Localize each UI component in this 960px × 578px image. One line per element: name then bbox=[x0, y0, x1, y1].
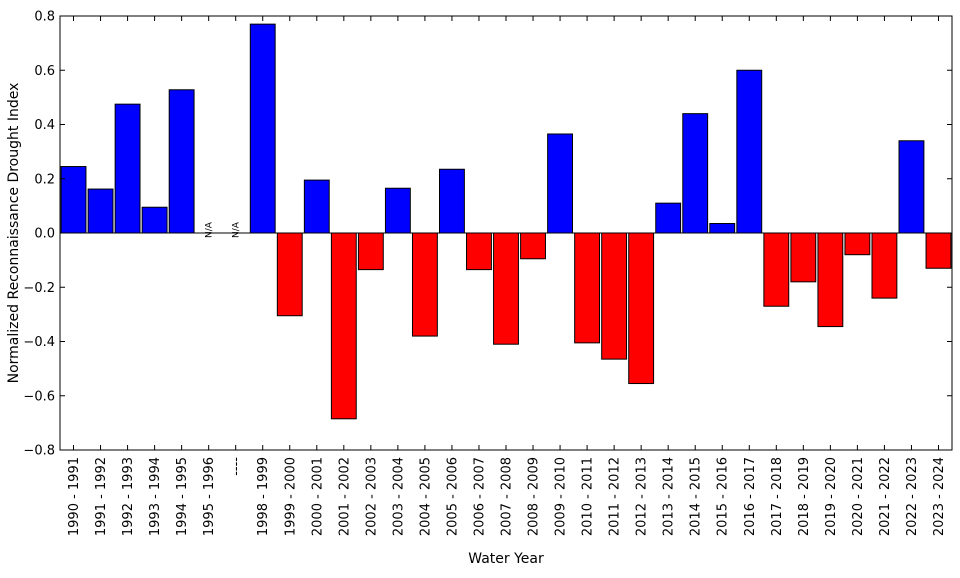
x-tick-label: 2015 - 2016 bbox=[716, 457, 731, 536]
missing-value-labels: N/A N/A bbox=[205, 221, 242, 238]
x-tick-label: 1990 - 1991 bbox=[67, 457, 82, 536]
x-tick-label: 2004 - 2005 bbox=[418, 457, 433, 536]
bar bbox=[303, 179, 330, 234]
bar bbox=[709, 223, 736, 234]
x-tick-label: 2020 - 2021 bbox=[851, 457, 866, 536]
x-tick-label: 1995 - 1996 bbox=[202, 457, 217, 536]
x-tick-label: 2016 - 2017 bbox=[743, 457, 758, 536]
bar bbox=[276, 232, 303, 317]
x-tick-label: 2002 - 2003 bbox=[364, 457, 379, 536]
bar bbox=[925, 232, 952, 269]
bar bbox=[141, 206, 168, 234]
bar bbox=[574, 232, 601, 344]
bar bbox=[249, 23, 276, 234]
x-tick-label: 2009 - 2010 bbox=[554, 457, 569, 536]
y-tick-label: 0.4 bbox=[34, 118, 55, 133]
x-tick-label: 2019 - 2020 bbox=[824, 457, 839, 536]
y-axis-ticks: −0.8 −0.6 −0.4 −0.2 0.0 0.2 0.4 0.6 0.8 bbox=[23, 10, 952, 459]
x-tick-label: 1991 - 1992 bbox=[94, 457, 109, 536]
bar bbox=[466, 232, 492, 271]
x-tick-label: 2021 - 2022 bbox=[878, 457, 893, 536]
plot-frame bbox=[59, 15, 953, 451]
bar bbox=[520, 232, 546, 260]
x-tick-label: ---- bbox=[229, 457, 244, 476]
bar bbox=[871, 232, 898, 299]
bar bbox=[330, 232, 357, 420]
bar bbox=[790, 232, 817, 283]
x-tick-label: 2022 - 2023 bbox=[905, 457, 920, 536]
x-tick-label: 1999 - 2000 bbox=[283, 457, 298, 536]
missing-value-label: N/A bbox=[232, 221, 242, 238]
bar bbox=[601, 232, 628, 360]
x-axis-title: Water Year bbox=[468, 551, 544, 567]
y-tick-label: −0.2 bbox=[23, 281, 55, 296]
y-tick-label: 0.8 bbox=[34, 10, 55, 25]
bar bbox=[168, 89, 195, 234]
x-axis-ticks: 1990 - 1991 1991 - 1992 1992 - 1993 1993 - … bbox=[67, 16, 947, 536]
x-tick-label: 2023 - 2024 bbox=[932, 457, 947, 536]
bar bbox=[547, 133, 573, 234]
x-tick-label: 1994 - 1995 bbox=[175, 457, 190, 536]
y-axis-title: Normalized Reconnaissance Drought Index bbox=[6, 83, 22, 384]
y-tick-label: 0.6 bbox=[34, 64, 55, 79]
x-tick-label: 2018 - 2019 bbox=[797, 457, 812, 536]
bar bbox=[655, 202, 682, 234]
x-tick-label: 2010 - 2011 bbox=[581, 457, 596, 536]
x-tick-label: 1993 - 1994 bbox=[148, 457, 163, 536]
x-tick-label: 2007 - 2008 bbox=[500, 457, 515, 536]
y-tick-label: −0.6 bbox=[23, 389, 55, 404]
bar bbox=[493, 232, 519, 345]
bar bbox=[87, 188, 114, 234]
bar bbox=[763, 232, 790, 307]
x-tick-label: 2005 - 2006 bbox=[445, 457, 460, 536]
bar bbox=[357, 232, 384, 271]
x-tick-label: 2014 - 2015 bbox=[689, 457, 704, 536]
x-tick-label: 2017 - 2018 bbox=[770, 457, 785, 536]
bar bbox=[736, 69, 763, 234]
x-tick-label: 1998 - 1999 bbox=[256, 457, 271, 536]
bar bbox=[60, 166, 87, 234]
x-tick-label: 2011 - 2012 bbox=[608, 457, 623, 536]
bar bbox=[628, 232, 655, 385]
bar bbox=[817, 232, 844, 328]
y-tick-label: −0.8 bbox=[23, 444, 55, 459]
bar bbox=[682, 113, 709, 234]
x-tick-label: 2001 - 2002 bbox=[337, 457, 352, 536]
y-tick-label: 0.0 bbox=[34, 227, 55, 242]
bar bbox=[439, 168, 465, 234]
bar bbox=[898, 140, 925, 234]
y-tick-label: 0.2 bbox=[34, 172, 55, 187]
bar bbox=[114, 103, 141, 234]
x-tick-label: 2013 - 2014 bbox=[662, 457, 677, 536]
x-tick-label: 2012 - 2013 bbox=[635, 457, 650, 536]
x-tick-label: 2003 - 2004 bbox=[391, 457, 406, 536]
x-tick-label: 2008 - 2009 bbox=[527, 457, 542, 536]
y-tick-label: −0.4 bbox=[23, 335, 55, 350]
bar bbox=[384, 187, 411, 234]
bar bbox=[844, 232, 871, 256]
missing-value-label: N/A bbox=[205, 221, 215, 238]
x-tick-label: 2000 - 2001 bbox=[310, 457, 325, 536]
x-tick-label: 1992 - 1993 bbox=[121, 457, 136, 536]
x-tick-label: 2006 - 2007 bbox=[472, 457, 487, 536]
bar bbox=[411, 232, 438, 337]
bars-group bbox=[60, 23, 952, 420]
